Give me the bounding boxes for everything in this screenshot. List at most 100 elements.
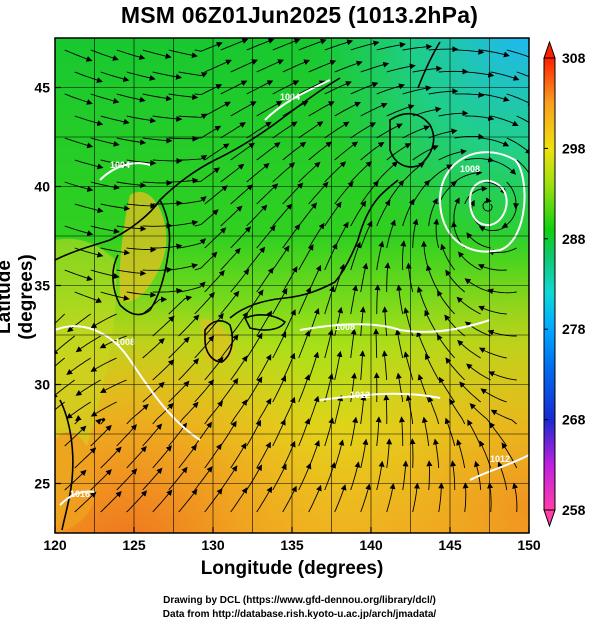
streamline (246, 162, 270, 183)
streamline (66, 401, 91, 419)
streamline (230, 442, 247, 469)
isobar-label: 1008 (460, 164, 480, 174)
streamline (402, 162, 425, 183)
streamline (308, 484, 322, 513)
streamline (308, 351, 320, 381)
streamline (126, 71, 156, 81)
streamline (501, 203, 518, 228)
streamline (230, 101, 257, 117)
streamline (417, 373, 430, 403)
x-tick-label: 140 (359, 537, 383, 553)
streamline (90, 469, 112, 491)
streamline (272, 121, 298, 139)
streamline (90, 181, 120, 191)
streamline (412, 179, 431, 205)
streamline (220, 290, 240, 315)
streamline (324, 242, 338, 271)
streamline (428, 46, 459, 53)
streamline (360, 483, 371, 513)
streamline (230, 311, 249, 337)
streamline (220, 377, 239, 403)
streamline (204, 488, 223, 513)
streamline (375, 416, 382, 447)
streamline (246, 246, 266, 271)
streamline (272, 203, 293, 227)
streamline (116, 424, 137, 447)
streamline (456, 439, 466, 469)
x-tick-label: 130 (201, 537, 225, 553)
streamline (230, 487, 248, 513)
streamline (256, 310, 273, 337)
streamline (246, 419, 262, 447)
streamline (55, 357, 65, 367)
streamline (256, 59, 284, 73)
streamline (282, 59, 311, 73)
streamline (74, 247, 104, 258)
streamline (425, 353, 440, 381)
coastline-shikoku (243, 313, 287, 331)
streamline (116, 49, 146, 60)
streamline (272, 375, 287, 403)
streamline (454, 169, 483, 183)
streamline (74, 115, 104, 127)
streamline (204, 356, 224, 381)
coastline-hokkaido (389, 112, 435, 168)
streamline (246, 289, 264, 315)
isobar-low-center (468, 179, 508, 227)
streamline (376, 83, 405, 95)
colorbar-tick-label: 278 (562, 321, 586, 337)
streamline (350, 161, 372, 183)
streamline (246, 204, 268, 227)
credit-data-source: Data from http://database.rish.kyoto-u.a… (162, 609, 437, 620)
x-tick-label: 150 (517, 537, 541, 553)
streamline (152, 115, 183, 122)
streamline (64, 225, 94, 237)
streamline (359, 306, 366, 337)
streamline (459, 381, 481, 403)
colorbar-top-arrow (543, 40, 556, 59)
streamline (350, 328, 357, 359)
streamline (308, 101, 335, 117)
streamline (360, 438, 369, 469)
streamline (100, 71, 130, 82)
streamline (298, 161, 321, 183)
streamline (142, 423, 163, 447)
streamline (298, 244, 314, 271)
streamline (116, 181, 147, 189)
streamline (373, 328, 380, 359)
streamline (152, 402, 174, 425)
streamline (126, 403, 149, 425)
streamline (74, 203, 104, 214)
streamline (256, 354, 272, 381)
streamline (100, 203, 131, 212)
streamline (116, 225, 147, 232)
streamline (64, 49, 93, 62)
streamline (445, 269, 465, 293)
streamline (440, 243, 456, 271)
streamline (220, 38, 249, 51)
streamline (142, 266, 173, 273)
streamline (90, 424, 112, 447)
isobar-southwest (59, 490, 96, 506)
streamline (168, 466, 188, 491)
streamline (464, 156, 495, 163)
streamline (168, 336, 190, 359)
streamline (64, 269, 93, 282)
streamline (272, 331, 287, 359)
streamline (402, 125, 431, 139)
streamline (74, 415, 82, 425)
streamline (90, 313, 117, 329)
streamline (376, 161, 399, 183)
streamline (64, 425, 87, 447)
streamline (298, 462, 312, 491)
streamline (272, 463, 287, 491)
streamline (386, 219, 396, 249)
korea-land-patch (119, 191, 167, 302)
streamline (334, 60, 363, 73)
streamline (360, 180, 379, 205)
streamline (90, 269, 120, 279)
streamline (428, 197, 438, 227)
streamline (350, 200, 367, 227)
streamline (487, 247, 517, 256)
streamline (90, 225, 120, 234)
